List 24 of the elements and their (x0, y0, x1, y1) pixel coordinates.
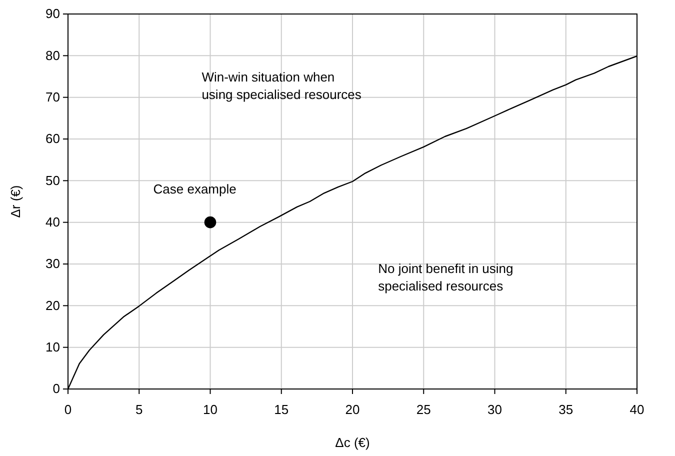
y-tick-label: 60 (46, 131, 60, 146)
y-tick-label: 0 (52, 381, 60, 396)
y-tick-label: 80 (46, 48, 60, 63)
x-tick-label: 35 (558, 402, 574, 417)
x-tick-label: 5 (136, 402, 143, 417)
y-tick-label: 90 (46, 6, 60, 22)
y-tick-label: 10 (46, 339, 60, 354)
annotation: No joint benefit in using specialised resources (378, 260, 514, 294)
y-tick-label: 30 (46, 256, 60, 272)
x-tick-label: 25 (416, 402, 431, 417)
annotation: Win-win situation when using specialised resources (202, 70, 362, 102)
y-tick-label: 40 (46, 214, 60, 230)
x-tick-label: 0 (64, 402, 72, 417)
y-axis-title: Δr (€) (8, 185, 23, 218)
annotation: Case example (153, 181, 236, 196)
y-tick-label: 70 (46, 89, 60, 104)
y-tick-label: 20 (46, 298, 60, 313)
x-tick-label: 20 (345, 402, 360, 417)
y-tick-label: 50 (46, 172, 60, 188)
x-tick-label: 10 (203, 402, 218, 417)
x-tick-label: 15 (274, 402, 289, 417)
x-tick-label: 40 (630, 402, 644, 417)
x-tick-label: 30 (488, 402, 502, 417)
x-axis-title: Δc (€) (335, 435, 370, 450)
